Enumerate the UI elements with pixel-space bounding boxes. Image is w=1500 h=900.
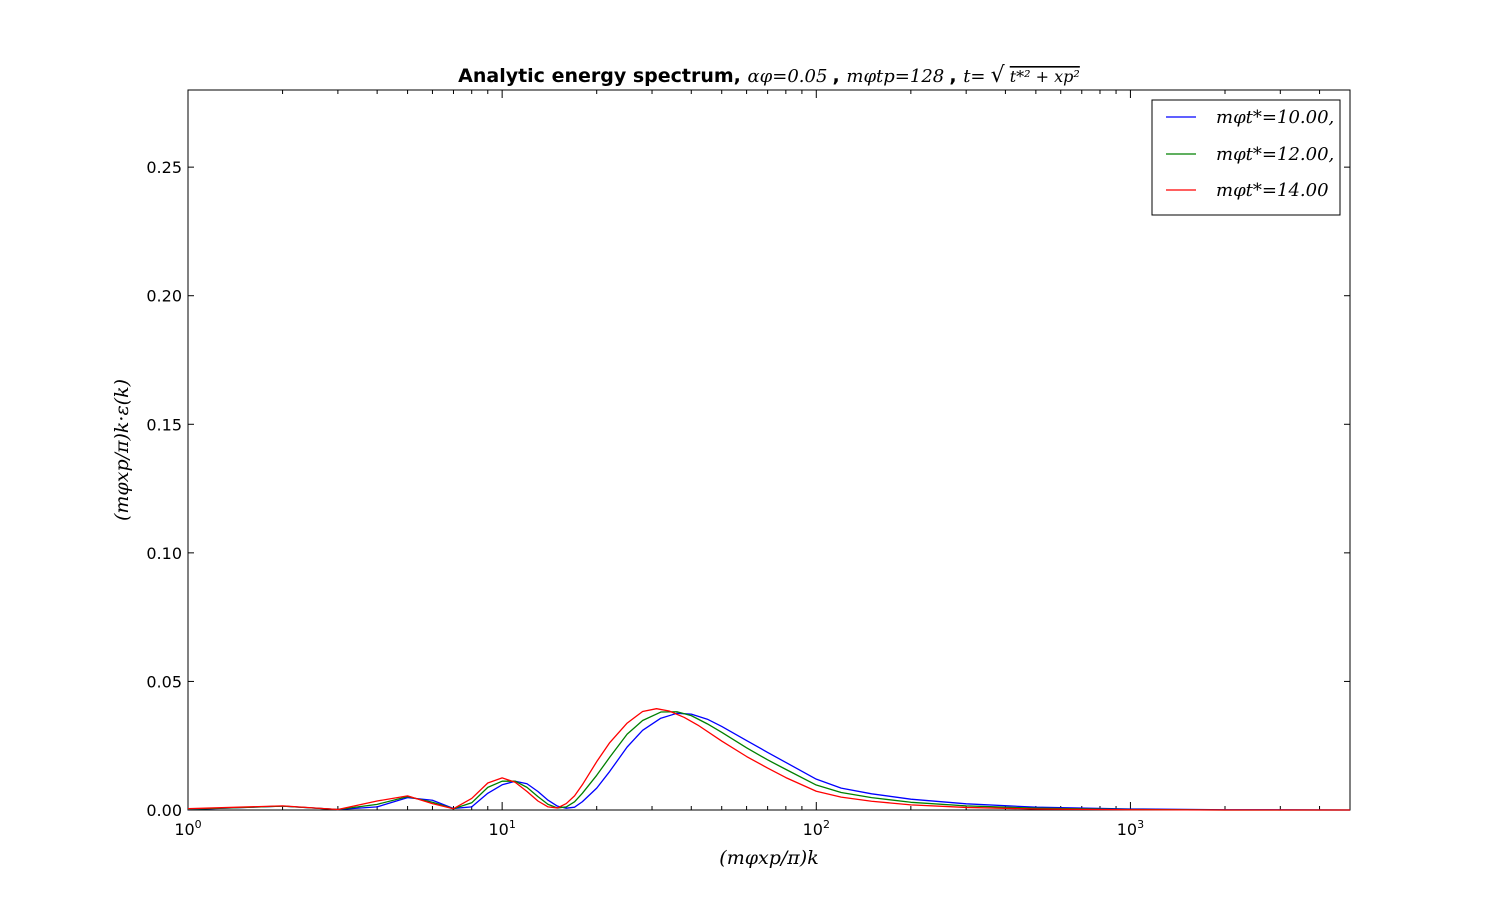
y-tick-label-5: 0.25	[146, 158, 182, 177]
legend-label-1: mφt*=12.00,	[1216, 144, 1334, 165]
chart-title-sqrt-icon: √	[991, 63, 1006, 88]
chart-title-mtp: mφtp=128	[846, 66, 944, 87]
chart-title: Analytic energy spectrum, αφ=0.05 , mφtp…	[458, 63, 1080, 88]
x-tick-label-base-3: 10	[1117, 820, 1137, 839]
x-tick-label-exp-3: 3	[1137, 818, 1144, 831]
y-tick-label-2: 0.10	[146, 544, 182, 563]
y-tick-label-4: 0.20	[146, 287, 182, 306]
chart-title-t: t=	[963, 66, 985, 87]
chart-title-radicand: t*² + xp²	[1010, 67, 1080, 86]
y-axis-label: (mφxp/π)k·ε(k)	[111, 379, 133, 521]
legend: mφt*=10.00, mφt*=12.00, mφt*=14.00	[1151, 99, 1341, 216]
legend-box	[1151, 99, 1341, 216]
x-tick-label-exp-2: 2	[823, 818, 830, 831]
x-tick-label-exp-0: 0	[195, 818, 202, 831]
chart-title-prefix: Analytic energy spectrum,	[458, 65, 747, 87]
series-line-1	[187, 711, 1350, 811]
series-lines	[187, 708, 1351, 811]
chart-title-sep1: ,	[833, 65, 847, 87]
x-axis-label: (mφxp/π)k	[719, 847, 818, 869]
y-tick-label-3: 0.15	[146, 415, 182, 434]
chart-title-sep2: ,	[949, 65, 963, 87]
y-tick-label-1: 0.05	[146, 672, 182, 691]
x-tick-label-3: 103	[1117, 818, 1144, 839]
series-line-0	[187, 712, 1351, 811]
y-tick-label-0: 0.00	[146, 801, 182, 820]
x-tick-label-base-2: 10	[803, 820, 823, 839]
series-line-2	[187, 708, 1350, 811]
x-tick-label-2: 102	[803, 818, 830, 839]
legend-label-2: mφt*=14.00	[1216, 180, 1329, 201]
x-tick-label-base-0: 10	[174, 820, 194, 839]
x-tick-label-base-1: 10	[488, 820, 508, 839]
chart-title-alpha: αφ=0.05	[748, 66, 828, 87]
x-tick-label-1: 101	[488, 818, 515, 839]
legend-label-0: mφt*=10.00,	[1216, 107, 1334, 128]
x-tick-label-exp-1: 1	[509, 818, 516, 831]
plot-area	[187, 89, 1351, 811]
x-tick-label-0: 100	[174, 818, 201, 839]
